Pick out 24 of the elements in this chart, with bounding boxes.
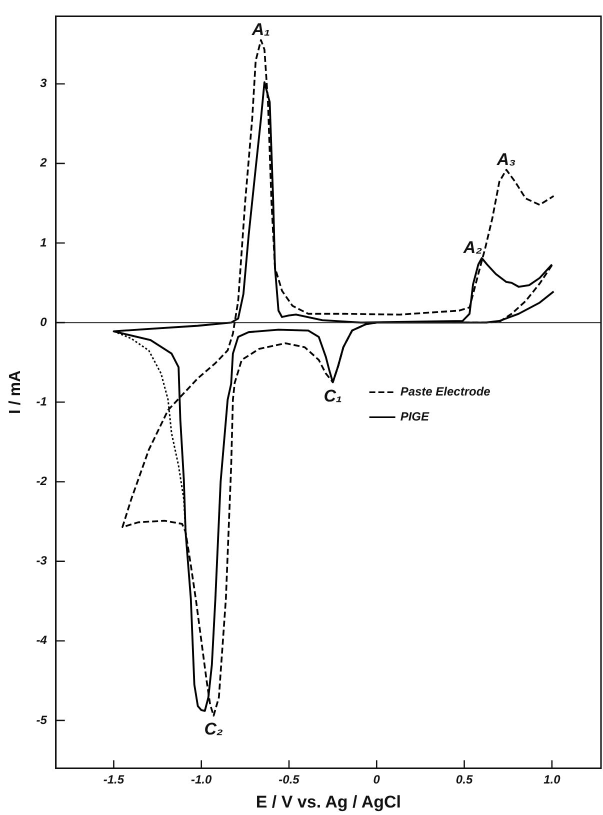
y-tick-label: -1 — [36, 394, 48, 408]
x-axis-title: E / V vs. Ag / AgCl — [256, 792, 402, 812]
annotation: A₁ — [250, 20, 270, 40]
y-tick-label: 2 — [39, 156, 48, 170]
annotation: C₁ — [324, 386, 342, 406]
y-tick-label: -2 — [36, 474, 48, 488]
x-tick-label: 1.0 — [544, 772, 561, 787]
annotation: C₂ — [204, 720, 224, 739]
legend-label: Paste Electrode — [400, 384, 491, 399]
x-tick-label: -0.5 — [278, 772, 300, 787]
annotation: A₃ — [496, 150, 516, 169]
y-axis-title: I / mA — [7, 370, 24, 414]
x-tick-label: 0 — [373, 772, 380, 787]
y-tick-label: 0 — [40, 314, 48, 329]
y-tick-label: 1 — [40, 235, 48, 250]
x-tick-label: 0.5 — [456, 772, 473, 787]
y-tick-label: -5 — [36, 712, 48, 727]
legend-label: PIGE — [400, 410, 430, 424]
x-tick-label: -1.5 — [103, 772, 124, 787]
y-tick-label: -4 — [36, 633, 48, 648]
y-tick-label: 3 — [40, 76, 48, 90]
annotation: A₂ — [462, 238, 483, 258]
y-tick-label: -3 — [36, 554, 48, 568]
x-tick-label: -1.0 — [191, 772, 212, 787]
